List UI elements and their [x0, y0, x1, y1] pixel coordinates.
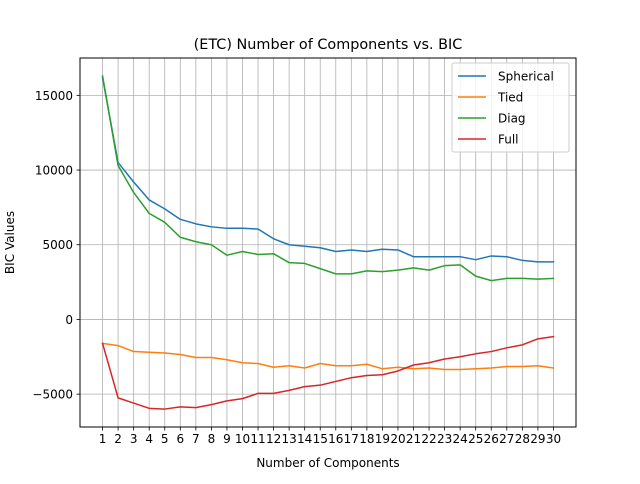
y-tick-label: 15000 — [35, 89, 73, 103]
x-tick-label: 23 — [437, 432, 452, 446]
x-tick-label: 6 — [176, 432, 184, 446]
series-line-full — [101, 335, 555, 410]
axes-frame — [79, 57, 577, 428]
x-tick-label: 18 — [359, 432, 374, 446]
series-line-tied — [101, 342, 555, 371]
y-tick-label: −5000 — [32, 388, 73, 402]
x-tick-label: 10 — [235, 432, 250, 446]
x-tick-label: 28 — [515, 432, 530, 446]
x-tick-label: 19 — [375, 432, 390, 446]
x-tick-label: 5 — [161, 432, 169, 446]
y-axis-ticks: −5000 0 5000 10000 15000 — [32, 89, 80, 402]
x-tick-label: 11 — [250, 432, 265, 446]
x-tick-label: 25 — [468, 432, 483, 446]
x-tick-label: 22 — [421, 432, 436, 446]
y-tick-label: 10000 — [35, 164, 73, 178]
x-tick-label: 17 — [344, 432, 359, 446]
x-tick-label: 21 — [406, 432, 421, 446]
y-tick-label: 0 — [65, 313, 73, 327]
x-tick-label: 29 — [530, 432, 545, 446]
chart-title: (ETC) Number of Components vs. BIC — [194, 37, 463, 53]
x-tick-label: 15 — [313, 432, 328, 446]
x-tick-label: 14 — [297, 432, 312, 446]
x-tick-label: 16 — [328, 432, 343, 446]
x-tick-label: 13 — [281, 432, 296, 446]
x-tick-label: 3 — [130, 432, 138, 446]
x-tick-label: 2 — [114, 432, 122, 446]
x-axis-ticks: 1 2 3 4 5 6 7 8 9 10 11 12 13 14 15 16 17 18 19 20 21 22 23 24 2… — [99, 427, 561, 446]
series-line-diag — [101, 75, 555, 282]
x-tick-label: 8 — [208, 432, 216, 446]
x-tick-label: 1 — [99, 432, 107, 446]
legend-box — [451, 62, 570, 153]
x-tick-label: 20 — [390, 432, 405, 446]
x-tick-label: 27 — [499, 432, 514, 446]
x-tick-label: 30 — [546, 432, 561, 446]
x-axis-label: Number of Components — [256, 456, 399, 470]
y-tick-label: 5000 — [42, 238, 73, 252]
legend-label: Diag — [498, 112, 526, 126]
x-tick-label: 4 — [145, 432, 153, 446]
y-axis-label: BIC Values — [3, 211, 17, 274]
series-lines — [101, 75, 555, 410]
legend: Spherical Tied Diag Full — [451, 62, 570, 153]
legend-label: Full — [498, 133, 519, 147]
legend-label: Tied — [497, 91, 523, 105]
series-line-spherical — [101, 76, 555, 263]
x-tick-label: 24 — [453, 432, 468, 446]
x-tick-label: 12 — [266, 432, 281, 446]
legend-label: Spherical — [498, 70, 554, 84]
x-tick-label: 7 — [192, 432, 200, 446]
x-tick-label: 26 — [484, 432, 499, 446]
x-tick-label: 9 — [223, 432, 231, 446]
